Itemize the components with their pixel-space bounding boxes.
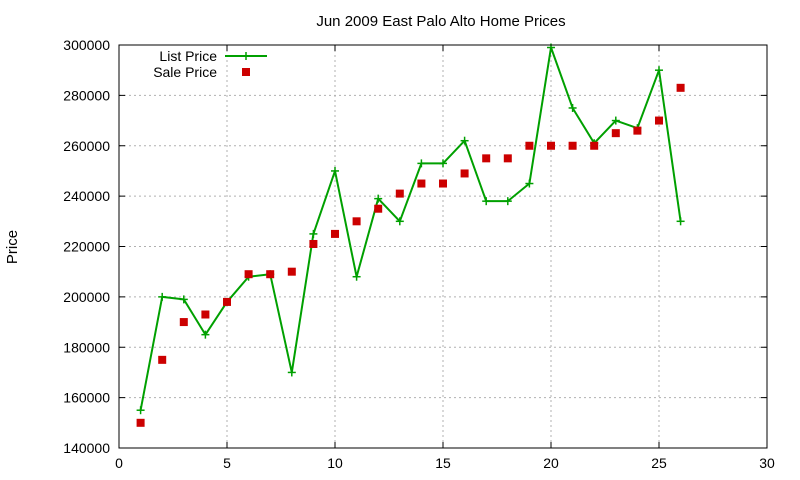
sale-price-point [395, 189, 404, 198]
y-axis-label: Price [4, 230, 21, 264]
y-tick-label: 280000 [63, 87, 110, 103]
x-tick-label: 20 [543, 455, 559, 471]
list-price-point [331, 166, 339, 175]
sale-price-point [525, 141, 534, 150]
sale-price-point [179, 318, 188, 327]
sale-price-point [266, 270, 275, 279]
x-tick-label: 5 [223, 455, 231, 471]
sale-price-point [158, 355, 167, 364]
x-tick-label: 0 [115, 455, 123, 471]
sale-price-point [417, 179, 426, 188]
sale-price-point [352, 217, 361, 226]
sale-price-point [460, 169, 469, 178]
sale-price-point [439, 179, 447, 188]
plot-area [136, 43, 685, 427]
list-price-point [136, 406, 145, 415]
sale-price-point [309, 239, 318, 248]
sale-price-point [611, 129, 620, 138]
y-tick-label: 300000 [63, 37, 110, 53]
plot-frame [118, 44, 768, 449]
list-price-point [676, 217, 685, 226]
sale-price-point [244, 270, 253, 279]
list-price-point [525, 179, 534, 188]
sale-price-point [136, 418, 145, 427]
legend-label-sale-price: Sale Price [153, 64, 217, 80]
sale-price-point [223, 297, 231, 306]
list-price-point [287, 368, 296, 377]
list-price-point [201, 330, 210, 339]
y-tick-label: 220000 [63, 239, 110, 255]
y-tick-label: 200000 [63, 289, 110, 305]
x-tick-label: 15 [435, 455, 451, 471]
list-price-point [417, 159, 426, 168]
axis-ticks: 0 5 10 15 20 25 30 140000 160000 180000 200000 2200… [63, 37, 775, 471]
sale-price-point [503, 154, 512, 163]
list-price-point [568, 103, 577, 112]
sale-price-point [633, 126, 642, 135]
chart-title: Jun 2009 East Palo Alto Home Prices [316, 13, 565, 30]
legend-marker-list-price [242, 52, 250, 60]
list-price-point [503, 197, 512, 206]
y-tick-label: 140000 [63, 440, 110, 456]
sale-price-point [482, 154, 491, 163]
list-price-point [439, 159, 447, 168]
x-tick-label: 25 [651, 455, 667, 471]
list-price-point [158, 292, 167, 301]
y-tick-label: 180000 [63, 339, 110, 355]
sale-price-point [331, 229, 339, 238]
list-price-point [374, 194, 383, 203]
y-tick-label: 260000 [63, 138, 110, 154]
sale-price-point [374, 204, 383, 213]
sale-price-point [676, 83, 685, 92]
list-price-point [460, 136, 469, 145]
list-price-point [655, 66, 663, 75]
list-price-point [482, 197, 491, 206]
list-price-point [179, 295, 188, 304]
list-price-point [611, 116, 620, 125]
list-price-point [352, 272, 361, 281]
gridlines [119, 45, 767, 448]
x-tick-label: 10 [327, 455, 343, 471]
x-tick-label: 30 [759, 455, 775, 471]
y-tick-label: 240000 [63, 188, 110, 204]
list-price-point [309, 229, 318, 238]
list-price-line [139, 46, 682, 411]
sale-price-point [568, 141, 577, 150]
sale-price-point [201, 310, 210, 319]
list-price-point [395, 217, 404, 226]
sale-price-point [590, 141, 599, 150]
legend-label-list-price: List Price [159, 48, 217, 64]
legend-marker-sale-price [242, 68, 250, 76]
sale-price-point [655, 116, 663, 125]
sale-price-point [287, 267, 296, 276]
sale-price-point [547, 141, 555, 150]
y-tick-label: 160000 [63, 390, 110, 406]
